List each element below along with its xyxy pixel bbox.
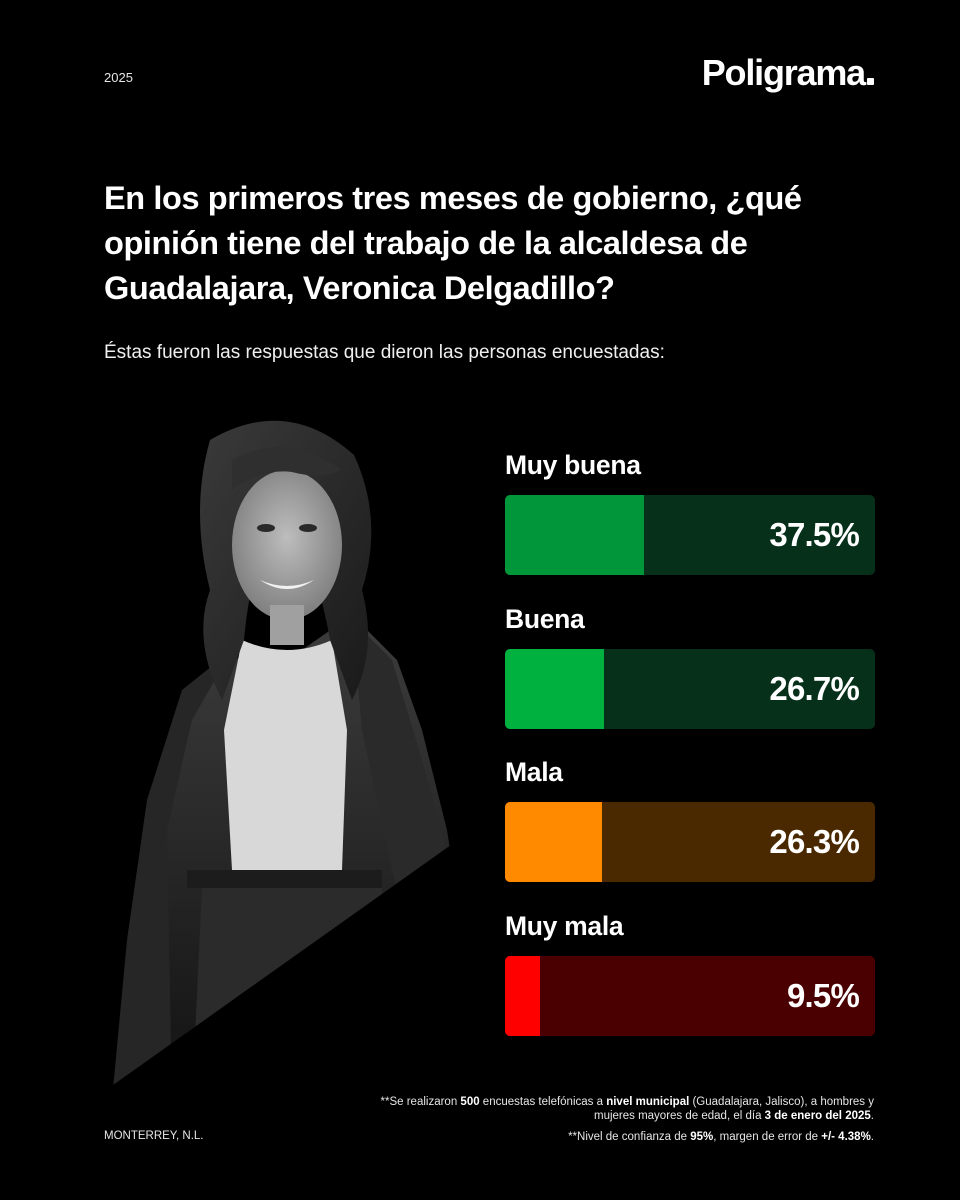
note-emphasis: +/- 4.38%	[821, 1131, 871, 1143]
bar-label: Muy mala	[505, 910, 624, 941]
note-emphasis: 95%	[690, 1131, 714, 1143]
survey-question: En los primeros tres meses de gobierno, …	[104, 180, 802, 306]
note-text: **Se realizaron	[380, 1096, 461, 1108]
bar-track: 26.3%	[505, 802, 875, 882]
portrait-image	[92, 420, 472, 1100]
brand-dot	[867, 78, 874, 85]
bar-item-muy-buena: Muy buena 37.5%	[505, 450, 875, 604]
bar-value: 9.5%	[786, 976, 860, 1014]
survey-subtitle: Éstas fueron las respuestas que dieron l…	[104, 342, 665, 363]
bar-track: 26.7%	[505, 648, 875, 729]
confidence-note: **Nivel de confianza de 95%, margen de e…	[374, 1130, 874, 1144]
bar-item-mala: Mala 26.3%	[505, 757, 875, 911]
note-text: .	[870, 1110, 874, 1122]
bar-value: 37.5%	[769, 516, 859, 553]
year-label: 2025	[104, 70, 133, 85]
note-text: encuestas telefónicas a	[479, 1096, 607, 1108]
bar-chart: Muy buena 37.5% Buena 26.7% Mala 26.3% M…	[505, 450, 875, 1064]
bar-fill	[505, 955, 541, 1036]
survey-method-note: **Se realizaron 500 encuestas telefónica…	[374, 1095, 874, 1123]
note-emphasis: 3 de enero del 2025	[764, 1110, 871, 1122]
bar-value: 26.7%	[769, 669, 859, 707]
note-text: , margen de error de	[713, 1131, 822, 1143]
brand-name: Poligrama	[701, 52, 866, 93]
bar-label: Buena	[505, 603, 585, 634]
bar-fill	[505, 648, 604, 729]
bar-track: 9.5%	[505, 955, 875, 1036]
note-text: .	[870, 1131, 874, 1143]
note-text: **Nivel de confianza de	[568, 1131, 691, 1143]
bar-fill	[505, 495, 644, 575]
brand-logo: Poligrama	[702, 52, 874, 94]
note-emphasis: 500	[460, 1096, 480, 1108]
bar-value: 26.3%	[769, 823, 859, 860]
city-label: MONTERREY, N.L.	[104, 1130, 204, 1142]
bar-label: Muy buena	[505, 450, 641, 480]
bar-item-buena: Buena 26.7%	[505, 604, 875, 758]
bar-item-muy-mala: Muy mala 9.5%	[505, 911, 875, 1065]
bar-track: 37.5%	[505, 495, 875, 575]
bar-label: Mala	[505, 757, 563, 787]
bar-fill	[505, 802, 603, 882]
note-text: (Guadalajara, Jalisco), a hombres y muje…	[593, 1096, 874, 1122]
note-emphasis: nivel municipal	[606, 1096, 690, 1108]
